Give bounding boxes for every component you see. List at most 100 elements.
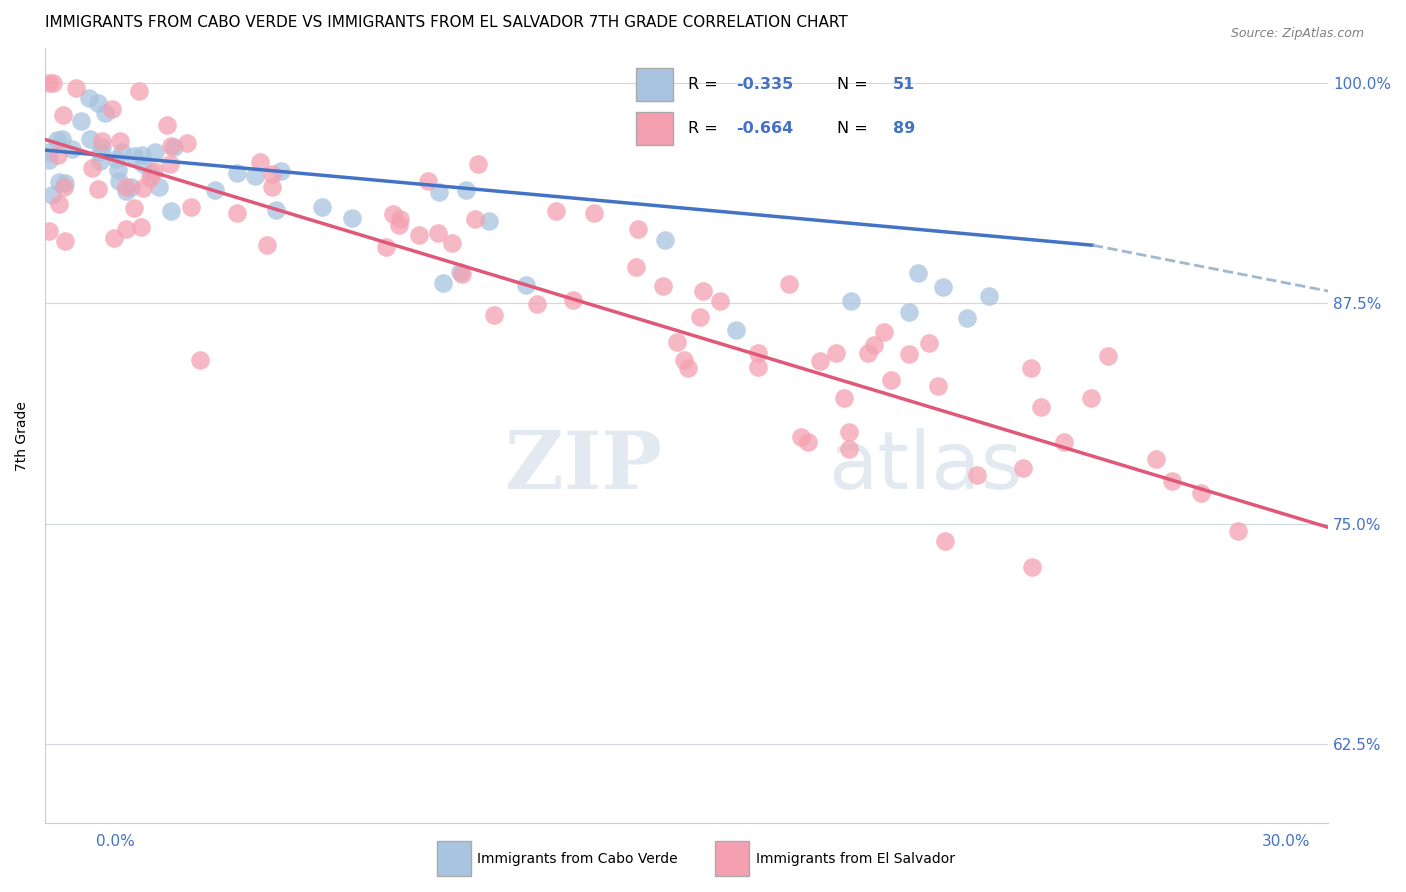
- Point: [156, 118, 179, 132]
- Point: [122, 148, 145, 162]
- Point: [546, 203, 568, 218]
- Point: [464, 212, 486, 227]
- Point: [624, 260, 647, 275]
- Point: [652, 279, 675, 293]
- Point: [256, 237, 278, 252]
- Point: [42, 76, 65, 90]
- Point: [51, 132, 73, 146]
- Point: [141, 166, 163, 180]
- Text: ZIP: ZIP: [505, 427, 662, 506]
- Point: [38, 76, 60, 90]
- Point: [225, 206, 247, 220]
- Point: [340, 211, 363, 226]
- Point: [159, 157, 181, 171]
- Point: [260, 167, 283, 181]
- Point: [562, 293, 585, 308]
- Text: IMMIGRANTS FROM CABO VERDE VS IMMIGRANTS FROM EL SALVADOR 7TH GRADE CORRELATION : IMMIGRANTS FROM CABO VERDE VS IMMIGRANTS…: [45, 15, 848, 30]
- Point: [38, 145, 60, 159]
- Point: [132, 181, 155, 195]
- Text: 0.0%: 0.0%: [96, 834, 135, 848]
- Point: [838, 425, 860, 440]
- Point: [427, 185, 450, 199]
- Point: [148, 180, 170, 194]
- Point: [709, 293, 731, 308]
- Text: atlas: atlas: [828, 427, 1022, 506]
- Point: [418, 173, 440, 187]
- Point: [482, 308, 505, 322]
- Point: [41, 187, 63, 202]
- Point: [375, 240, 398, 254]
- Point: [979, 289, 1001, 303]
- Point: [90, 140, 112, 154]
- Point: [103, 230, 125, 244]
- Point: [932, 280, 955, 294]
- Point: [873, 325, 896, 339]
- Point: [131, 148, 153, 162]
- Point: [666, 334, 689, 349]
- Point: [48, 197, 70, 211]
- Point: [115, 222, 138, 236]
- Point: [264, 202, 287, 217]
- Point: [879, 373, 901, 387]
- Point: [808, 354, 831, 368]
- Point: [139, 171, 162, 186]
- Point: [45, 133, 67, 147]
- Point: [692, 285, 714, 299]
- Point: [927, 379, 949, 393]
- Point: [70, 113, 93, 128]
- Bar: [437, 841, 471, 876]
- Point: [101, 102, 124, 116]
- Point: [454, 183, 477, 197]
- Point: [111, 145, 134, 159]
- Point: [110, 134, 132, 148]
- Point: [94, 105, 117, 120]
- Point: [426, 227, 449, 241]
- Point: [270, 164, 292, 178]
- Point: [747, 345, 769, 359]
- Point: [382, 207, 405, 221]
- Point: [858, 345, 880, 359]
- Point: [104, 152, 127, 166]
- Point: [1189, 485, 1212, 500]
- Point: [1031, 400, 1053, 414]
- Point: [77, 91, 100, 105]
- Point: [1227, 524, 1250, 539]
- Point: [838, 442, 860, 456]
- Point: [790, 430, 813, 444]
- Point: [388, 219, 411, 233]
- Point: [51, 108, 73, 122]
- Point: [747, 359, 769, 374]
- Point: [128, 84, 150, 98]
- Point: [53, 234, 76, 248]
- Point: [724, 323, 747, 337]
- Text: Source: ZipAtlas.com: Source: ZipAtlas.com: [1230, 27, 1364, 40]
- Point: [449, 265, 471, 279]
- Point: [48, 176, 70, 190]
- Point: [107, 163, 129, 178]
- Point: [188, 353, 211, 368]
- Point: [249, 154, 271, 169]
- Point: [388, 212, 411, 227]
- Point: [243, 169, 266, 183]
- Point: [627, 222, 650, 236]
- Point: [204, 183, 226, 197]
- Point: [934, 533, 956, 548]
- Point: [38, 153, 60, 167]
- Point: [583, 206, 606, 220]
- Point: [87, 182, 110, 196]
- Point: [825, 345, 848, 359]
- Point: [53, 176, 76, 190]
- Point: [38, 223, 60, 237]
- Point: [80, 161, 103, 175]
- Point: [654, 233, 676, 247]
- Point: [966, 467, 988, 482]
- Point: [862, 338, 884, 352]
- Point: [918, 335, 941, 350]
- Point: [432, 276, 454, 290]
- Point: [672, 352, 695, 367]
- Point: [1052, 434, 1074, 449]
- Point: [1021, 559, 1043, 574]
- Point: [163, 140, 186, 154]
- Point: [1019, 361, 1042, 376]
- Point: [1012, 460, 1035, 475]
